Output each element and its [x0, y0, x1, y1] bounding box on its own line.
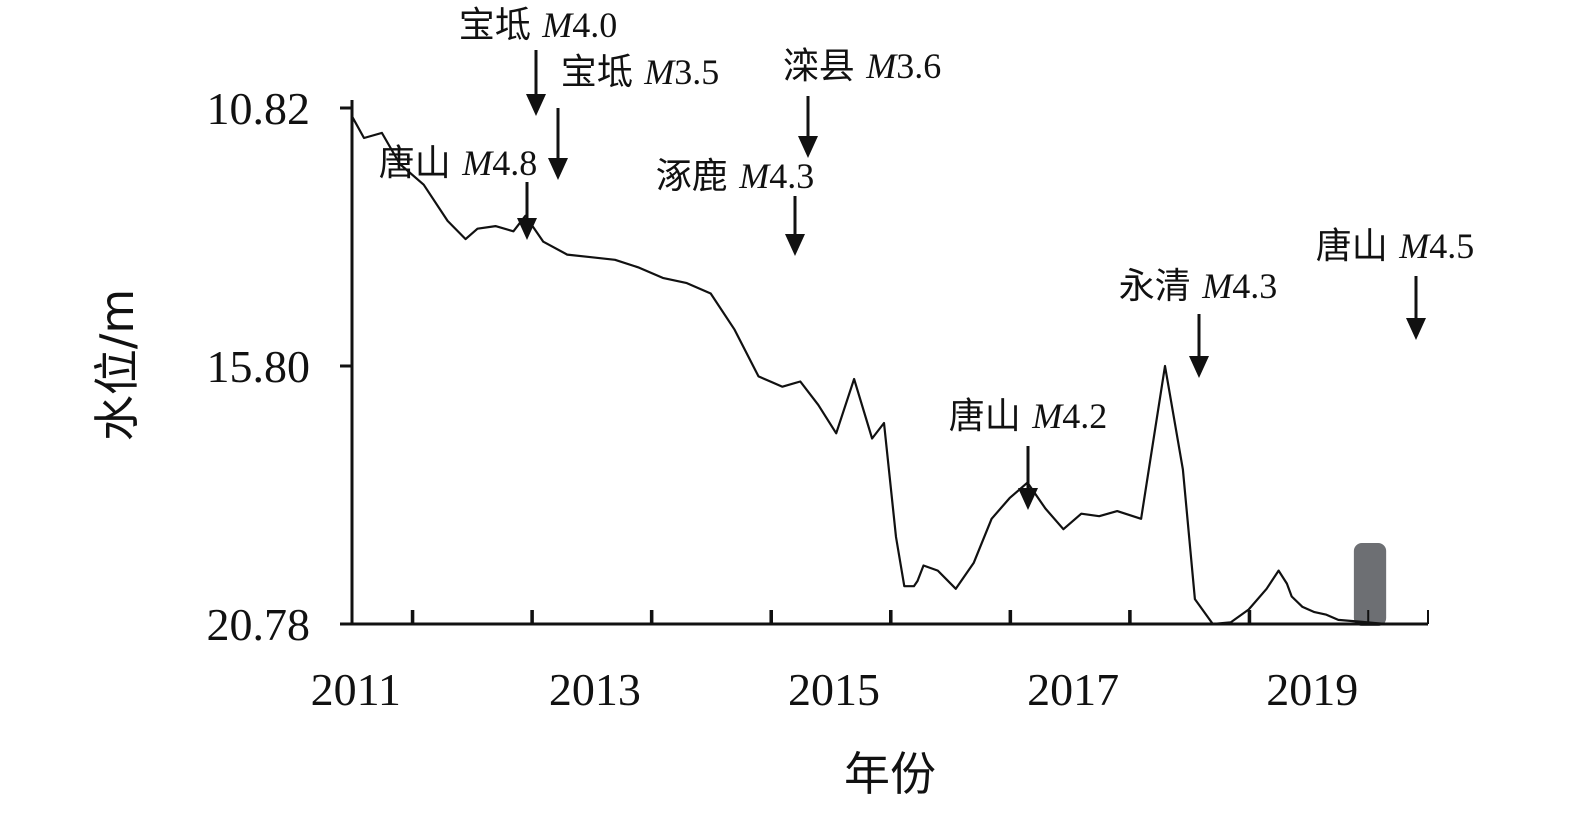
earthquake-place: 唐山 [949, 396, 1032, 437]
x-axis-title: 年份 [844, 747, 936, 801]
earthquake-place: 涿鹿 [656, 156, 739, 197]
magnitude-value: 4.5 [1429, 226, 1474, 266]
earthquake-label: 唐山 M4.2 [949, 396, 1107, 437]
magnitude-value: 3.5 [674, 52, 719, 92]
magnitude-value: 4.3 [1232, 266, 1277, 306]
earthquake-place: 永清 [1119, 266, 1202, 307]
earthquake-place: 唐山 [379, 143, 462, 184]
x-tick-label: 2015 [788, 664, 880, 715]
magnitude-symbol: M [1398, 226, 1431, 266]
earthquake-label: 宝坻 M3.5 [561, 52, 719, 93]
earthquake-annotation: 滦县 M3.6 [783, 46, 941, 158]
x-tick-label: 2013 [549, 664, 641, 715]
magnitude-symbol: M [643, 52, 676, 92]
magnitude-value: 4.0 [572, 5, 617, 45]
magnitude-value: 4.2 [1062, 396, 1107, 436]
arrow-head [548, 158, 568, 180]
highlight-band [1353, 543, 1387, 626]
magnitude-symbol: M [541, 5, 574, 45]
earthquake-place: 宝坻 [561, 52, 644, 93]
magnitude-value: 4.8 [492, 143, 537, 183]
magnitude-symbol: M [865, 46, 898, 86]
y-tick-label: 10.82 [207, 83, 311, 134]
earthquake-place: 唐山 [1316, 226, 1399, 267]
x-tick-label: 2019 [1266, 664, 1358, 715]
arrow-head [526, 94, 546, 116]
arrow-head [1018, 488, 1038, 510]
earthquake-label: 宝坻 M4.0 [459, 5, 617, 46]
magnitude-symbol: M [1031, 396, 1064, 436]
x-tick-label: 2011 [311, 664, 401, 715]
y-axis-title: 水位/m [90, 289, 144, 441]
magnitude-symbol: M [461, 143, 494, 183]
arrow-head [798, 136, 818, 158]
arrow-head [785, 234, 805, 256]
earthquake-label: 唐山 M4.8 [379, 143, 537, 184]
earthquake-annotation: 涿鹿 M4.3 [656, 156, 814, 256]
arrow-head [1189, 356, 1209, 378]
x-tick-label: 2017 [1027, 664, 1119, 715]
earthquake-place: 滦县 [783, 46, 866, 87]
magnitude-symbol: M [738, 156, 771, 196]
earthquake-label: 永清 M4.3 [1119, 266, 1277, 307]
magnitude-symbol: M [1201, 266, 1234, 306]
earthquake-annotation: 唐山 M4.5 [1316, 226, 1474, 340]
y-tick-label: 15.80 [207, 341, 311, 392]
earthquake-annotation: 唐山 M4.8 [379, 143, 537, 240]
earthquake-annotation: 宝坻 M3.5 [548, 52, 719, 180]
earthquake-label: 滦县 M3.6 [783, 46, 941, 87]
water-level-line [351, 115, 1393, 626]
magnitude-value: 3.6 [896, 46, 941, 86]
earthquake-annotation: 宝坻 M4.0 [459, 5, 617, 116]
earthquake-label: 涿鹿 M4.3 [656, 156, 814, 197]
magnitude-value: 4.3 [769, 156, 814, 196]
earthquake-annotation: 唐山 M4.2 [949, 396, 1107, 510]
arrow-head [517, 218, 537, 240]
earthquake-place: 宝坻 [459, 5, 542, 46]
arrow-head [1406, 318, 1426, 340]
y-tick-label: 20.78 [207, 599, 311, 650]
earthquake-annotation: 永清 M4.3 [1119, 266, 1277, 378]
earthquake-label: 唐山 M4.5 [1316, 226, 1474, 267]
